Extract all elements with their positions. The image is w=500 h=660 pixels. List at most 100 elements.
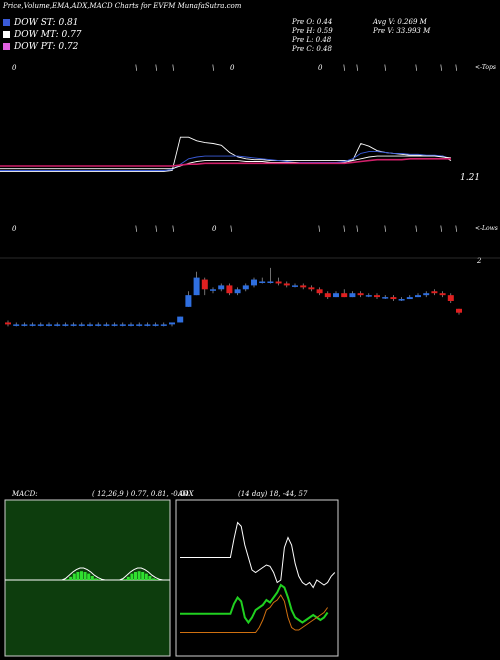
candle-body-49 xyxy=(406,297,413,300)
candle-body-17 xyxy=(144,324,151,326)
tops-label: <-Tops xyxy=(475,64,496,71)
top-mark-3: \ xyxy=(172,64,174,72)
candle-body-54 xyxy=(447,295,454,301)
candle-body-7 xyxy=(62,324,69,326)
macd-hist-bar-22 xyxy=(87,573,91,580)
macd-marks xyxy=(8,567,167,581)
macd-hist-bar-33 xyxy=(126,576,130,580)
dow-mt-swatch xyxy=(3,31,10,38)
candle-body-50 xyxy=(415,295,421,298)
pre-high: Pre H: 0.59 xyxy=(292,27,333,35)
price-axis-label: 2 xyxy=(477,257,482,265)
candle-body-31 xyxy=(259,281,266,283)
macd-hist-bar-20 xyxy=(80,571,83,580)
top-mark-9: \ xyxy=(384,64,386,72)
candle-body-10 xyxy=(87,324,93,326)
dow-pt-label: DOW PT: 0.72 xyxy=(14,42,79,52)
candle-body-52 xyxy=(431,291,438,294)
top-mark-0: 0 xyxy=(12,64,17,72)
candle-body-11 xyxy=(95,324,102,326)
candle-body-1 xyxy=(13,324,20,326)
candle-body-16 xyxy=(136,324,143,326)
macd-hist-bar-16 xyxy=(65,579,69,580)
candle-body-4 xyxy=(37,324,44,326)
top-mark-10: \ xyxy=(415,64,417,72)
candle-body-20 xyxy=(169,322,175,325)
candle-body-35 xyxy=(292,285,298,287)
candle-body-21 xyxy=(177,316,184,323)
candle-body-43 xyxy=(357,293,364,296)
candle-body-44 xyxy=(365,295,372,297)
ema-line-3 xyxy=(0,158,451,167)
candle-body-3 xyxy=(29,324,36,326)
dow-st-label: DOW ST: 0.81 xyxy=(14,18,79,28)
candle-body-12 xyxy=(103,324,110,326)
macd-hist-bar-21 xyxy=(83,572,87,580)
adx-marks xyxy=(180,521,336,633)
candle-body-32 xyxy=(267,281,274,283)
candle-body-6 xyxy=(54,324,61,326)
candle-body-45 xyxy=(374,295,380,298)
low-mark-6: \ xyxy=(318,225,320,233)
price-candles xyxy=(5,267,462,327)
ema-line-2 xyxy=(0,155,452,170)
pre-low: Pre L: 0.48 xyxy=(292,36,332,44)
top-mark-5: 0 xyxy=(230,64,235,72)
macd-hist-bar-37 xyxy=(141,572,145,580)
macd-hist-bar-36 xyxy=(137,571,141,580)
candle-body-39 xyxy=(324,293,331,298)
dow-st-swatch xyxy=(3,19,10,26)
adx-params: (14 day) 18, -44, 57 xyxy=(238,490,308,498)
candle-body-13 xyxy=(111,324,118,326)
dow-pt-legend: DOW PT: 0.72 xyxy=(3,42,78,52)
macd-hist-bar-39 xyxy=(148,576,152,580)
pre-close: Pre C: 0.48 xyxy=(292,45,332,53)
top-mark-4: \ xyxy=(212,64,214,72)
candle-body-28 xyxy=(234,289,241,294)
avg-volume: Avg V: 0.269 M xyxy=(373,18,427,26)
low-mark-7: \ xyxy=(343,225,345,233)
candle-body-36 xyxy=(300,285,307,288)
candle-body-53 xyxy=(439,293,446,296)
candle-body-55 xyxy=(456,308,462,313)
candle-body-38 xyxy=(316,289,323,294)
candle-body-37 xyxy=(308,287,315,290)
candle-body-23 xyxy=(193,277,200,296)
candle-body-40 xyxy=(333,293,339,298)
low-mark-2: \ xyxy=(155,225,157,233)
candle-body-48 xyxy=(398,299,405,301)
dow-st-legend: DOW ST: 0.81 xyxy=(3,18,79,28)
adx-line-0 xyxy=(180,521,336,589)
candle-body-47 xyxy=(390,297,397,300)
top-mark-6: 0 xyxy=(318,64,323,72)
macd-hist-bar-17 xyxy=(69,576,73,580)
dow-mt-legend: DOW MT: 0.77 xyxy=(3,30,82,40)
candle-body-26 xyxy=(218,285,225,290)
candle-body-2 xyxy=(21,324,28,326)
top-mark-2: \ xyxy=(155,64,157,72)
ema-value-label: 1.21 xyxy=(460,173,481,183)
macd-hist-bar-19 xyxy=(76,572,80,580)
dow-pt-swatch xyxy=(3,43,10,50)
dow-mt-label: DOW MT: 0.77 xyxy=(14,30,82,40)
macd-params: ( 12,26,9 ) 0.77, 0.81, -0.04 xyxy=(92,490,189,498)
candle-body-25 xyxy=(210,289,216,291)
candle-body-15 xyxy=(128,324,134,326)
low-mark-12: \ xyxy=(455,225,457,233)
macd-hist-bar-24 xyxy=(94,578,98,580)
adx-line-1 xyxy=(180,583,329,625)
ema-lines xyxy=(0,136,452,172)
chart-title: Price,Volume,EMA,ADX,MACD Charts for EVF… xyxy=(3,2,242,10)
low-mark-10: \ xyxy=(415,225,417,233)
macd-hist-bar-25 xyxy=(98,579,101,580)
low-mark-0: 0 xyxy=(12,225,17,233)
candle-body-19 xyxy=(160,324,167,326)
low-mark-1: \ xyxy=(135,225,137,233)
macd-hist-bar-23 xyxy=(90,576,94,580)
candle-body-41 xyxy=(341,293,348,298)
adx-label: ADX xyxy=(178,490,194,498)
top-mark-1: \ xyxy=(135,64,137,72)
low-mark-4: 0 xyxy=(212,225,217,233)
macd-line xyxy=(8,567,167,581)
